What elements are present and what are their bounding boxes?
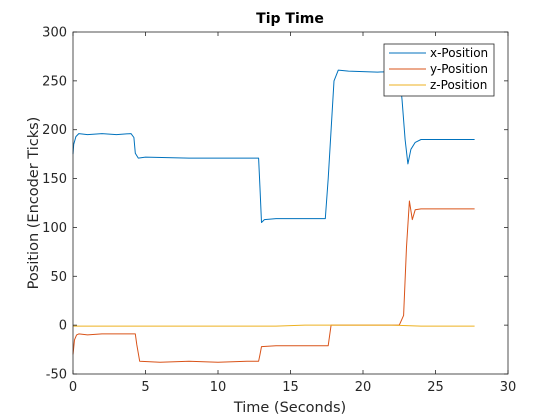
chart-title: Tip Time <box>256 11 324 27</box>
series-layer <box>72 69 475 363</box>
y-tick-label: 100 <box>42 221 67 236</box>
y-axis-label: Position (Encoder Ticks) <box>26 117 42 290</box>
y-tick-label: 300 <box>42 26 67 41</box>
legend-label: z-Position <box>430 78 487 92</box>
series-line-y-position <box>72 200 475 363</box>
x-tick-label: 20 <box>355 380 372 395</box>
x-axis-label: Time (Seconds) <box>233 400 346 416</box>
y-tick-label: 200 <box>42 123 67 138</box>
y-tick-label: 150 <box>42 172 67 187</box>
x-tick-label: 25 <box>427 380 444 395</box>
legend-label: y-Position <box>430 62 488 76</box>
legend: x-Position y-Position z-Position <box>383 43 495 97</box>
series-line-x-position <box>72 69 475 223</box>
y-tick-label: -50 <box>46 368 67 383</box>
y-tick-label: 250 <box>42 74 67 89</box>
x-tick-label: 0 <box>69 380 77 395</box>
series-line-z-position <box>73 324 475 327</box>
x-tick-label: 10 <box>210 380 227 395</box>
x-tick-label: 15 <box>282 380 299 395</box>
y-tick-label: 50 <box>50 270 67 285</box>
legend-label: x-Position <box>430 46 488 60</box>
y-tick-label: 0 <box>59 319 67 334</box>
x-tick-label: 5 <box>141 380 149 395</box>
x-tick-label: 30 <box>500 380 517 395</box>
